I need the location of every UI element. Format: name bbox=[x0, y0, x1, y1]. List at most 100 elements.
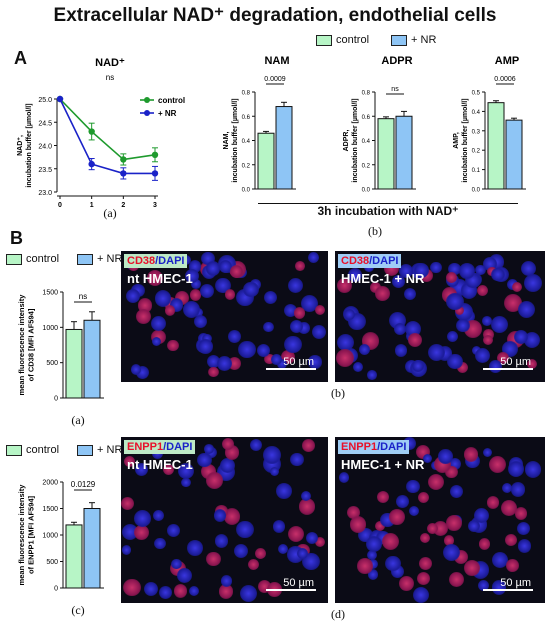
cell-nucleus bbox=[314, 304, 326, 316]
dapi-label: /DAPI bbox=[377, 441, 407, 453]
cell-nucleus bbox=[338, 472, 350, 483]
y-axis-label-line: NAM, bbox=[223, 132, 230, 150]
cell-nucleus bbox=[121, 545, 132, 555]
cell-nucleus bbox=[143, 582, 158, 597]
y-tick-label: 24.0 bbox=[38, 144, 52, 151]
data-point bbox=[88, 128, 95, 135]
legend-cd38: control + NR bbox=[6, 253, 122, 265]
dapi-label: /DAPI bbox=[369, 255, 399, 267]
data-point bbox=[120, 156, 127, 163]
cell-nucleus bbox=[524, 332, 541, 349]
scale-bar bbox=[483, 368, 533, 370]
cell-nucleus bbox=[312, 325, 327, 340]
cell-nucleus bbox=[204, 444, 214, 454]
cell-nucleus bbox=[408, 506, 419, 517]
cell-nucleus bbox=[206, 471, 223, 489]
y-axis-label-line: mean fluorescence intensity bbox=[17, 294, 26, 396]
cell-nucleus bbox=[414, 262, 430, 278]
cell-nucleus bbox=[298, 322, 310, 335]
cell-nucleus bbox=[448, 262, 462, 276]
cell-nucleus bbox=[302, 439, 315, 452]
cell-nucleus bbox=[365, 536, 383, 553]
y-axis-label-line: of CD38 [MFI AF594] bbox=[27, 308, 36, 381]
cell-nucleus bbox=[514, 329, 529, 344]
chart-title: AMP bbox=[495, 55, 519, 67]
legend-swatch-nr bbox=[77, 444, 94, 456]
bar-nr bbox=[395, 115, 413, 190]
cell-nucleus bbox=[165, 305, 176, 316]
cell-nucleus bbox=[524, 274, 543, 293]
cell-nucleus bbox=[474, 347, 491, 364]
legend-label-control: control bbox=[336, 34, 370, 46]
caption-b-b: (b) bbox=[331, 386, 345, 400]
significance-label: 0.0009 bbox=[264, 76, 286, 83]
legend-label: + NR bbox=[158, 109, 177, 118]
cell-nucleus bbox=[213, 509, 227, 522]
cd38-bar-chart: 0 500 1000 1500 mean fluorescence intensityo… bbox=[17, 290, 104, 403]
cell-nucleus bbox=[514, 507, 528, 520]
cell-nucleus bbox=[501, 499, 517, 516]
significance-label: ns bbox=[391, 86, 399, 93]
cell-nucleus bbox=[191, 278, 201, 289]
cell-nucleus bbox=[336, 278, 352, 294]
cell-nucleus bbox=[473, 507, 490, 524]
cell-nucleus bbox=[176, 568, 192, 584]
cell-nucleus bbox=[427, 344, 445, 362]
caption-b-d: (d) bbox=[331, 607, 345, 621]
y-tick-label: 1000 bbox=[42, 533, 58, 540]
cell-nucleus bbox=[288, 526, 305, 543]
chart-title: ADPR bbox=[381, 55, 412, 67]
cell-nucleus bbox=[220, 458, 236, 474]
cell-nucleus bbox=[336, 333, 355, 351]
y-tick-label: 0.2 bbox=[362, 163, 371, 169]
cell-nucleus bbox=[206, 551, 221, 566]
cell-nucleus bbox=[490, 315, 509, 334]
image-title: HMEC-1 + NR bbox=[341, 271, 425, 286]
legend-enpp1: control + NR bbox=[6, 444, 122, 456]
bar-nr bbox=[505, 119, 523, 190]
cell-nucleus bbox=[220, 575, 233, 587]
cell-nucleus bbox=[153, 510, 164, 521]
incubation-label: 3h incubation with NAD⁺ bbox=[317, 204, 459, 218]
image-title: nt HMEC-1 bbox=[127, 457, 193, 472]
cell-nucleus bbox=[411, 360, 424, 373]
legend-swatch-control bbox=[6, 253, 22, 265]
cell-nucleus bbox=[123, 456, 136, 468]
cell-nucleus bbox=[147, 269, 164, 287]
micrograph-cd38-nr: CD38/DAPI HMEC-1 + NR 50 µm bbox=[335, 251, 545, 382]
cell-nucleus bbox=[457, 361, 469, 374]
stain-label: ENPP1 bbox=[127, 441, 164, 453]
micrograph-cd38-control: CD38/DAPI nt HMEC-1 50 µm bbox=[121, 251, 328, 382]
cell-nucleus bbox=[270, 353, 283, 366]
cell-nucleus bbox=[352, 361, 363, 372]
cell-nucleus bbox=[412, 586, 429, 603]
cell-nucleus bbox=[264, 353, 275, 364]
cell-nucleus bbox=[202, 333, 212, 344]
scale-label: 50 µm bbox=[283, 577, 314, 589]
significance-label: ns bbox=[106, 73, 114, 82]
cell-nucleus bbox=[336, 348, 355, 367]
cell-nucleus bbox=[476, 284, 488, 296]
cell-nucleus bbox=[517, 301, 535, 319]
cell-nucleus bbox=[130, 364, 142, 375]
y-tick-label: 0.1 bbox=[472, 168, 481, 174]
cell-nucleus bbox=[283, 304, 297, 318]
y-axis-label-line: of ENPP1 [MFI AF594] bbox=[27, 495, 36, 574]
y-axis-label: NAD⁺, incubation buffer [µmol/l] bbox=[17, 103, 33, 187]
cell-nucleus bbox=[491, 552, 508, 569]
cell-nucleus bbox=[447, 353, 463, 370]
y-tick-label: 500 bbox=[46, 559, 58, 566]
cell-nucleus bbox=[290, 320, 304, 334]
cell-nucleus bbox=[298, 498, 316, 516]
cell-nucleus bbox=[367, 569, 379, 580]
cell-nucleus bbox=[218, 584, 234, 599]
cell-nucleus bbox=[208, 366, 219, 377]
significance-label: 0.0129 bbox=[71, 480, 96, 489]
cell-nucleus bbox=[182, 300, 201, 319]
cell-nucleus bbox=[389, 509, 405, 525]
cell-nucleus bbox=[294, 307, 306, 319]
cell-nucleus bbox=[443, 535, 455, 546]
y-axis-label: AMP, incubation buffer [µmol/l] bbox=[453, 98, 469, 182]
cell-nucleus bbox=[347, 505, 360, 519]
significance-label: ns bbox=[79, 292, 87, 301]
